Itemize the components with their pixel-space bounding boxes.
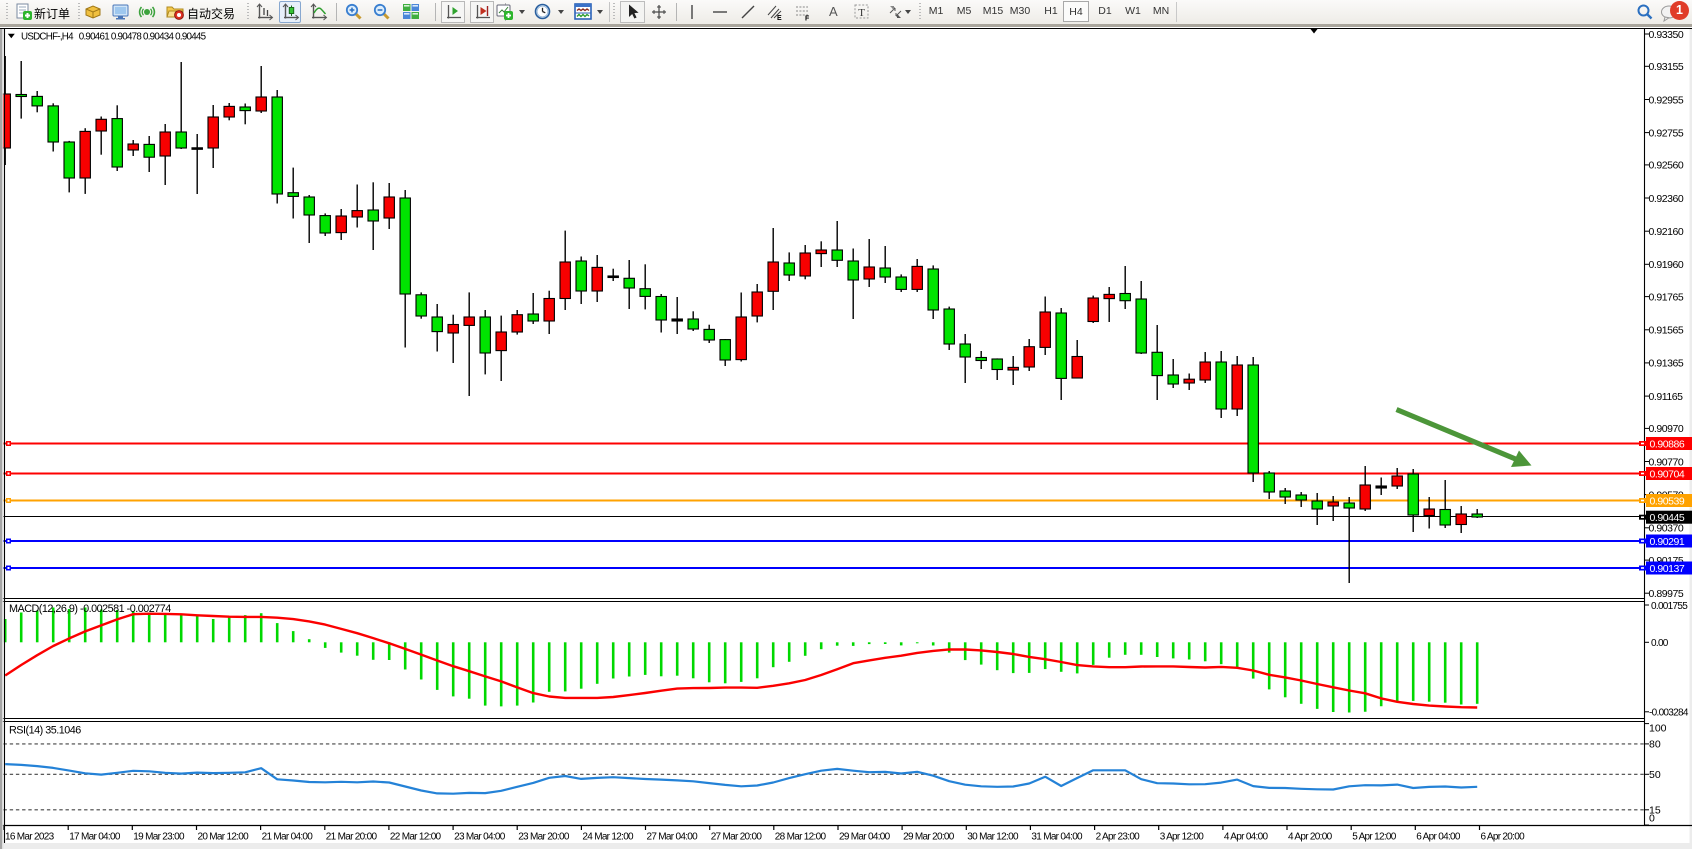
svg-text:22 Mar 12:00: 22 Mar 12:00: [390, 832, 442, 843]
svg-text:0.92755: 0.92755: [1649, 127, 1684, 139]
svg-text:20 Mar 12:00: 20 Mar 12:00: [198, 832, 250, 843]
svg-text:0.90886: 0.90886: [1650, 438, 1685, 450]
svg-text:29 Mar 04:00: 29 Mar 04:00: [839, 832, 891, 843]
svg-text:0.91365: 0.91365: [1649, 358, 1684, 370]
svg-text:0.93155: 0.93155: [1649, 61, 1684, 73]
svg-text:E: E: [777, 15, 782, 22]
svg-text:50: 50: [1649, 769, 1661, 781]
svg-text:0.90370: 0.90370: [1649, 523, 1684, 535]
svg-text:T: T: [858, 7, 865, 19]
svg-text:31 Mar 04:00: 31 Mar 04:00: [1031, 832, 1083, 843]
svg-text:23 Mar 20:00: 23 Mar 20:00: [518, 832, 570, 843]
svg-text:0.90291: 0.90291: [1650, 536, 1685, 548]
svg-text:0.90137: 0.90137: [1650, 563, 1685, 575]
svg-text:0.90970: 0.90970: [1649, 423, 1684, 435]
svg-text:15: 15: [1649, 805, 1661, 817]
svg-text:6 Apr 20:00: 6 Apr 20:00: [1481, 832, 1526, 843]
svg-text:100: 100: [1649, 723, 1667, 735]
svg-text:6 Apr 04:00: 6 Apr 04:00: [1416, 832, 1461, 843]
svg-text:0.90445: 0.90445: [1650, 512, 1685, 524]
svg-text:0.92160: 0.92160: [1649, 226, 1684, 238]
svg-text:0.91165: 0.91165: [1649, 391, 1684, 403]
svg-text:0.90704: 0.90704: [1650, 468, 1685, 480]
svg-text:80: 80: [1649, 739, 1661, 751]
svg-text:0.93350: 0.93350: [1649, 29, 1684, 41]
svg-text:0.91960: 0.91960: [1649, 259, 1684, 271]
svg-text:0.91565: 0.91565: [1649, 325, 1684, 337]
svg-text:4 Apr 04:00: 4 Apr 04:00: [1224, 832, 1269, 843]
svg-text:30 Mar 12:00: 30 Mar 12:00: [967, 832, 1019, 843]
svg-text:0.91765: 0.91765: [1649, 291, 1684, 303]
svg-text:21 Mar 04:00: 21 Mar 04:00: [262, 832, 314, 843]
svg-text:23 Mar 04:00: 23 Mar 04:00: [454, 832, 506, 843]
svg-text:0.92560: 0.92560: [1649, 160, 1684, 172]
svg-text:29 Mar 20:00: 29 Mar 20:00: [903, 832, 955, 843]
svg-text:0.00: 0.00: [1651, 638, 1669, 649]
svg-text:24 Mar 12:00: 24 Mar 12:00: [582, 832, 634, 843]
svg-text:0.89975: 0.89975: [1649, 588, 1684, 600]
svg-text:MACD(12,26,9) -0.002581 -0.002: MACD(12,26,9) -0.002581 -0.002774: [9, 603, 171, 615]
svg-text:21 Mar 20:00: 21 Mar 20:00: [326, 832, 378, 843]
svg-text:USDCHF-,H4 0.90461 0.90478 0: USDCHF-,H4 0.90461 0.90478 0.90434 0.904…: [21, 32, 207, 43]
svg-text:0.90770: 0.90770: [1649, 456, 1684, 468]
svg-text:0.92955: 0.92955: [1649, 94, 1684, 106]
svg-text:4 Apr 20:00: 4 Apr 20:00: [1288, 832, 1333, 843]
svg-text:0.92360: 0.92360: [1649, 193, 1684, 205]
svg-text:16 Mar 2023: 16 Mar 2023: [5, 832, 55, 843]
svg-text:17 Mar 04:00: 17 Mar 04:00: [69, 832, 121, 843]
svg-text:-0.003284: -0.003284: [1649, 708, 1689, 719]
svg-text:0: 0: [1649, 813, 1655, 825]
svg-text:F: F: [805, 16, 810, 23]
svg-text:2 Apr 23:00: 2 Apr 23:00: [1096, 832, 1141, 843]
svg-text:19 Mar 23:00: 19 Mar 23:00: [133, 832, 185, 843]
svg-text:0.90539: 0.90539: [1650, 495, 1685, 507]
svg-text:0.001755: 0.001755: [1651, 601, 1688, 612]
svg-text:27 Mar 04:00: 27 Mar 04:00: [647, 832, 699, 843]
svg-text:3 Apr 12:00: 3 Apr 12:00: [1160, 832, 1205, 843]
svg-text:5 Apr 12:00: 5 Apr 12:00: [1352, 832, 1397, 843]
svg-text:27 Mar 20:00: 27 Mar 20:00: [711, 832, 763, 843]
svg-text:28 Mar 12:00: 28 Mar 12:00: [775, 832, 827, 843]
svg-text:RSI(14) 35.1046: RSI(14) 35.1046: [9, 725, 81, 737]
